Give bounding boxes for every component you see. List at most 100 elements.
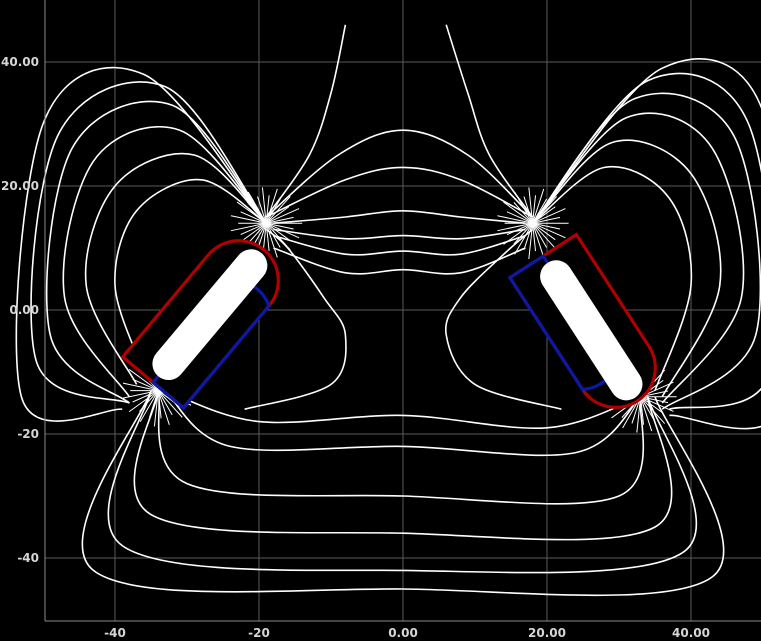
pole-fan-right_upper-108 bbox=[523, 223, 534, 250]
pole-fan-left_upper-252 bbox=[257, 196, 267, 224]
pole-fan-right_upper-252 bbox=[523, 196, 534, 224]
pole-fan-left_lower-144 bbox=[128, 390, 159, 413]
y-tick-label-3: -20 bbox=[17, 427, 39, 441]
pole-fan-left_upper-84 bbox=[265, 223, 270, 252]
pole-fan-right_upper-84 bbox=[532, 223, 537, 252]
magnet-left-inner-field bbox=[152, 249, 268, 381]
pole-fan-left_upper-288 bbox=[265, 188, 278, 224]
pole-fan-right_lower-72 bbox=[640, 396, 653, 432]
pole-fan-right_upper-204 bbox=[506, 211, 533, 224]
field-line-upper-open-left bbox=[265, 24, 347, 218]
pole-fan-right_upper-48 bbox=[532, 222, 558, 251]
field-line-left-outer-2 bbox=[84, 152, 267, 385]
pole-fan-left_upper-156 bbox=[240, 222, 267, 236]
y-tick-label-1: 20.00 bbox=[1, 179, 39, 193]
pole-fan-left_upper-36 bbox=[265, 222, 290, 241]
pole-fan-left_upper-12 bbox=[266, 222, 294, 230]
pole-fan-right_lower-48 bbox=[640, 396, 666, 424]
x-tick-label-3: 20.00 bbox=[528, 626, 566, 640]
x-tick-label-4: 40.00 bbox=[672, 626, 710, 640]
field-line-center-loop-2 bbox=[273, 234, 526, 256]
field-line-bottom-loop-3 bbox=[157, 390, 645, 505]
field-line-right-outer-2 bbox=[532, 139, 722, 398]
field-line-left-outer-6 bbox=[15, 66, 267, 422]
pole-fan-left_upper-324 bbox=[265, 206, 290, 224]
pole-fan-left_lower-72 bbox=[157, 390, 170, 425]
pole-fan-right_upper-156 bbox=[506, 222, 533, 236]
pole-fan-left_upper-204 bbox=[240, 211, 267, 224]
pole-fan-right_upper-336 bbox=[532, 208, 566, 224]
pole-fan-left_upper-336 bbox=[265, 208, 300, 224]
pole-fan-left_upper-60 bbox=[265, 222, 281, 248]
pole-fan-left_upper-168 bbox=[230, 222, 267, 232]
pole-fan-left_lower-60 bbox=[157, 390, 173, 416]
magnet-right bbox=[507, 232, 657, 409]
pole-fan-left_lower-132 bbox=[139, 390, 159, 412]
pole-fan-left_lower-108 bbox=[149, 390, 159, 418]
field-line-center-loop-4 bbox=[273, 209, 526, 224]
pole-fan-right_upper-288 bbox=[532, 188, 545, 224]
pole-fan-left_lower-96 bbox=[153, 390, 159, 427]
field-line-left-outer-5 bbox=[30, 81, 267, 404]
pole-fan-left_upper-300 bbox=[265, 198, 281, 224]
field-line-bottom-loop-2 bbox=[164, 389, 642, 457]
x-tick-label-0: -40 bbox=[104, 626, 126, 640]
field-line-left-outer-1 bbox=[114, 178, 267, 373]
field-line-right-outer-1 bbox=[532, 165, 693, 391]
field-line-center-loop-3 bbox=[273, 228, 526, 240]
x-tick-label-1: -20 bbox=[248, 626, 270, 640]
magnets bbox=[120, 232, 657, 411]
tick-labels: -40 -20 0.00 20.00 40.00 40.00 20.00 0.00 -20 -40 bbox=[1, 55, 710, 640]
field-line-right-inner-side-1 bbox=[444, 228, 562, 410]
pole-fan-right_upper-240 bbox=[514, 191, 534, 224]
y-tick-label-2: 0.00 bbox=[9, 303, 39, 317]
pole-fan-left_lower-48 bbox=[157, 390, 183, 418]
pole-fan-left_lower-216 bbox=[128, 369, 159, 392]
magnet-right-inner-field bbox=[540, 260, 643, 401]
pole-fan-right_upper-168 bbox=[497, 222, 533, 232]
pole-fan-right_upper-216 bbox=[503, 201, 533, 224]
field-line-right-outer-6 bbox=[531, 57, 761, 430]
pole-fan-right_upper-36 bbox=[532, 222, 556, 241]
pole-fan-left_lower-192 bbox=[122, 382, 159, 392]
magnet-left bbox=[120, 239, 280, 411]
pole-fan-left_lower-84 bbox=[157, 390, 162, 419]
field-lines bbox=[15, 24, 761, 597]
pole-fan-right_upper-192 bbox=[497, 215, 533, 224]
pole-fan-left_upper-216 bbox=[236, 201, 267, 224]
pole-fan-left_upper-276 bbox=[265, 195, 270, 224]
y-tick-label-0: 40.00 bbox=[1, 55, 39, 69]
pole-fan-left_upper-312 bbox=[265, 196, 291, 224]
field-line-upper-open-right bbox=[445, 24, 534, 218]
pole-fan-right_upper-96 bbox=[528, 223, 534, 260]
pole-fan-right_upper-12 bbox=[532, 222, 561, 230]
field-line-bottom-loop-6 bbox=[81, 390, 725, 597]
pole-fan-left_lower-120 bbox=[139, 390, 159, 423]
pole-fan-right_lower-96 bbox=[636, 396, 642, 433]
grid bbox=[45, 0, 761, 621]
pole-fan-right_upper-312 bbox=[532, 196, 558, 224]
field-line-left-outer-3 bbox=[62, 126, 267, 398]
pole-fan-left_upper-264 bbox=[261, 187, 267, 224]
pole-fan-left_lower-168 bbox=[122, 390, 159, 399]
pole-fan-right_upper-276 bbox=[532, 195, 537, 224]
pole-fan-left_upper-348 bbox=[266, 216, 294, 224]
pole-fan-left_upper-192 bbox=[230, 215, 267, 224]
pole-fan-right_upper-72 bbox=[532, 223, 545, 258]
field-line-right-outer-3 bbox=[532, 112, 745, 404]
field-line-center-loop-6 bbox=[265, 129, 534, 218]
pole-fan-right_upper-24 bbox=[532, 222, 566, 239]
pole-fan-right_upper-264 bbox=[528, 187, 534, 224]
field-line-bottom-loop-4 bbox=[133, 390, 673, 541]
pole-fan-left_lower-204 bbox=[132, 378, 159, 392]
y-tick-label-4: -40 bbox=[17, 551, 39, 565]
pole-fan-right_upper-228 bbox=[513, 202, 533, 224]
pole-fan-left_upper-132 bbox=[247, 222, 267, 245]
pole-fan-left_lower-156 bbox=[132, 390, 159, 403]
field-line-bottom-loop-5 bbox=[107, 390, 698, 574]
pole-fan-left_upper-228 bbox=[247, 202, 267, 224]
pole-fan-right_upper-60 bbox=[532, 222, 548, 248]
pole-fan-right_lower-12 bbox=[640, 396, 669, 404]
field-line-center-loop-1 bbox=[273, 247, 526, 275]
